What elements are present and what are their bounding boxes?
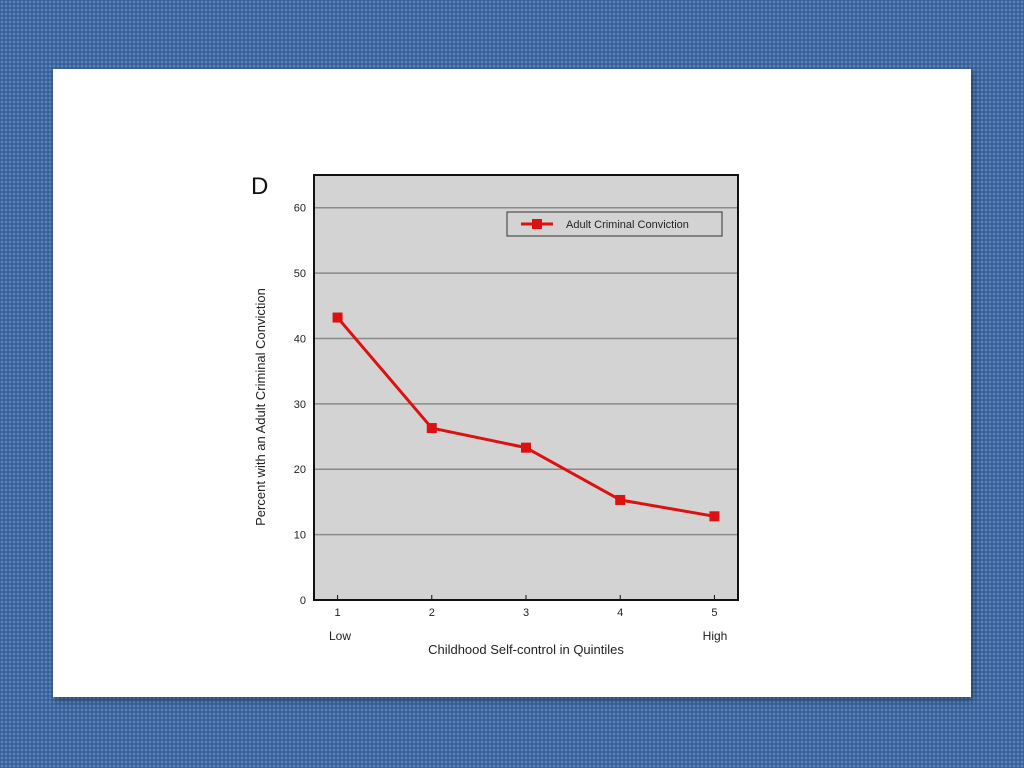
x-tick-label-1: 1 (334, 607, 340, 619)
legend: Adult Criminal Conviction (506, 211, 723, 237)
data-point-1 (332, 312, 343, 323)
legend-label: Adult Criminal Conviction (566, 219, 689, 231)
plot-area (314, 175, 738, 600)
x-end-label-low: Low (329, 629, 351, 643)
data-point-3 (521, 442, 531, 453)
y-tick-label-10: 10 (294, 530, 306, 542)
data-point-5 (709, 511, 720, 522)
y-tick-label-40: 40 (294, 333, 306, 345)
y-axis-label: Percent with an Adult Criminal Convictio… (253, 288, 268, 526)
x-tick-label-5: 5 (711, 607, 717, 619)
y-tick-label-0: 0 (300, 595, 306, 607)
x-axis-label: Childhood Self-control in Quintiles (428, 642, 624, 657)
y-tick-label-30: 30 (294, 399, 306, 411)
slide: D 0 10 20 30 40 50 60 1 2 3 4 5 Adult Criminal Con… (53, 69, 971, 697)
y-tick-label-20: 20 (294, 464, 306, 476)
line-chart: D 0 10 20 30 40 50 60 1 2 3 4 5 Adult Criminal Con… (251, 173, 739, 657)
x-tick-label-3: 3 (523, 607, 529, 619)
legend-marker (532, 219, 542, 229)
y-tick-label-50: 50 (294, 268, 306, 280)
panel-label: D (251, 173, 268, 200)
x-tick-label-4: 4 (617, 607, 623, 619)
data-point-4 (615, 494, 626, 505)
data-point-2 (426, 423, 437, 434)
plot-frame (313, 174, 739, 601)
x-tick-label-2: 2 (429, 607, 435, 619)
y-tick-label-60: 60 (294, 203, 306, 215)
x-end-label-high: High (703, 629, 728, 643)
